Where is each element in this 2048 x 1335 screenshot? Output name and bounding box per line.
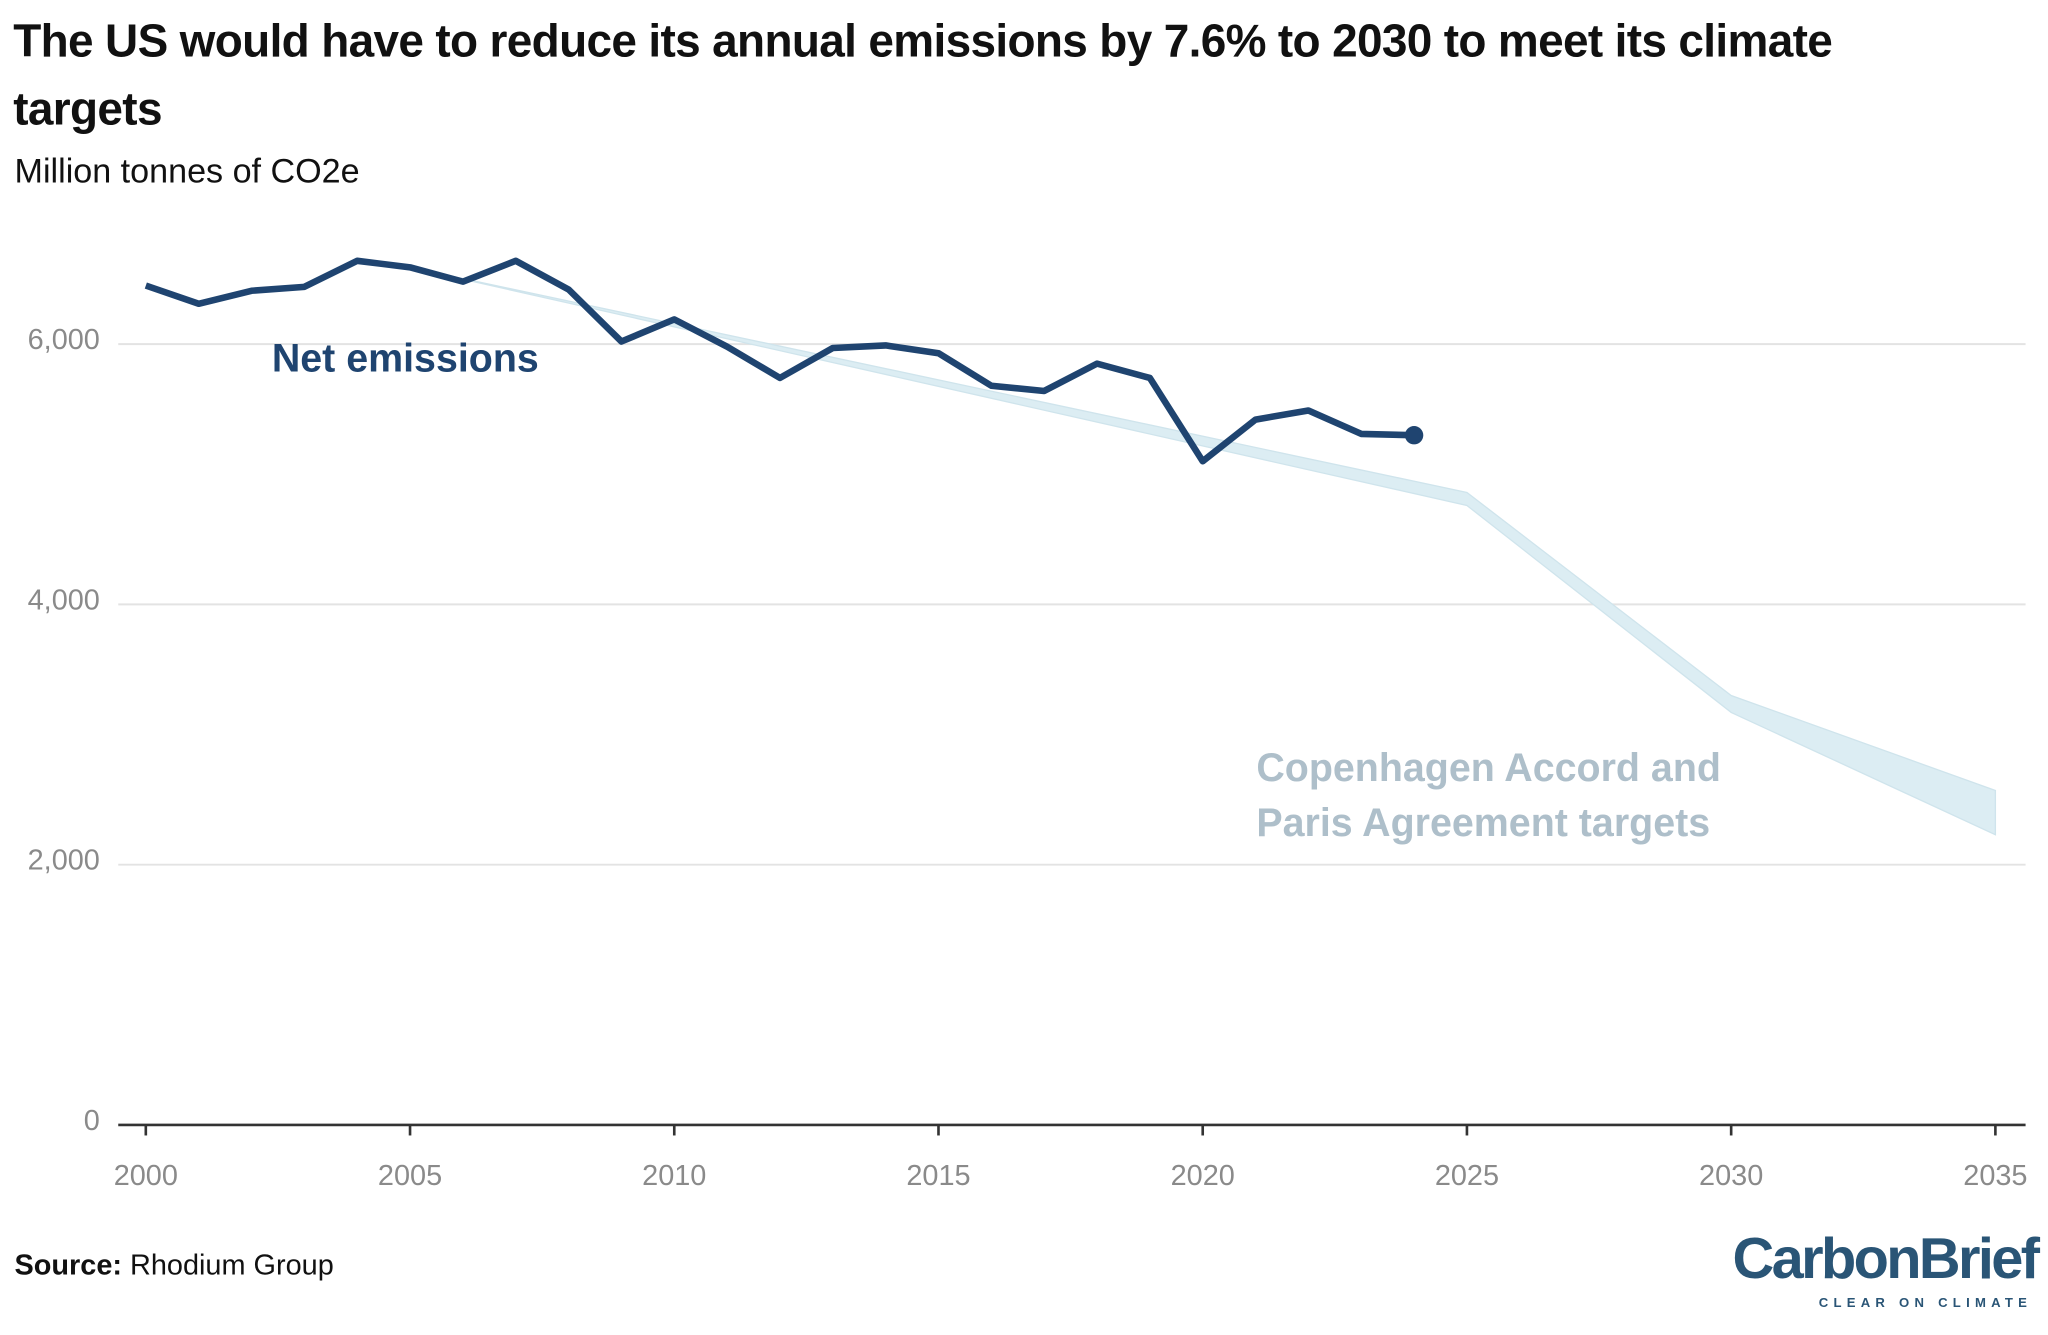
x-tick-label: 2025 <box>1435 1160 1499 1192</box>
title-box: The US would have to reduce its annual e… <box>13 15 1833 136</box>
source-text: Rhodium Group <box>130 1249 334 1281</box>
chart-title: The US would have to reduce its annual e… <box>13 15 1833 136</box>
chart-subtitle: Million tonnes of CO2e <box>15 152 360 190</box>
emissions-line <box>144 257 1415 465</box>
x-tick-label: 2010 <box>642 1160 706 1192</box>
y-tick-label: 2,000 <box>28 845 100 877</box>
series-label: Net emissions <box>272 336 539 380</box>
plot: 0 2,000 4,000 6,000 2000 2005 2010 2015 2020 2025… <box>28 257 2027 1192</box>
x-tick-label: 2000 <box>114 1160 178 1192</box>
series-label-box: Copenhagen Accord and Paris Agreement ta… <box>1256 746 1721 846</box>
logo: CarbonBrief <box>1733 1227 2041 1291</box>
source: Source: Rhodium Group <box>15 1249 334 1281</box>
x-tick-label: 2030 <box>1699 1160 1763 1192</box>
x-tick-label: 2005 <box>378 1160 442 1192</box>
x-tick-label: 2035 <box>1963 1160 2027 1192</box>
series-label: Copenhagen Accord and Paris Agreement ta… <box>1256 746 1721 846</box>
y-tick-label: 4,000 <box>28 584 100 616</box>
source-label: Source: <box>15 1249 122 1281</box>
x-tick-label: 2020 <box>1171 1160 1235 1192</box>
x-tick-label: 2015 <box>906 1160 970 1192</box>
y-tick-label: 6,000 <box>28 324 100 356</box>
logo-tagline: CLEAR ON CLIMATE <box>1819 1295 2032 1310</box>
end-point <box>1404 426 1424 445</box>
y-tick-label: 0 <box>84 1105 100 1137</box>
target-band <box>409 266 1997 836</box>
